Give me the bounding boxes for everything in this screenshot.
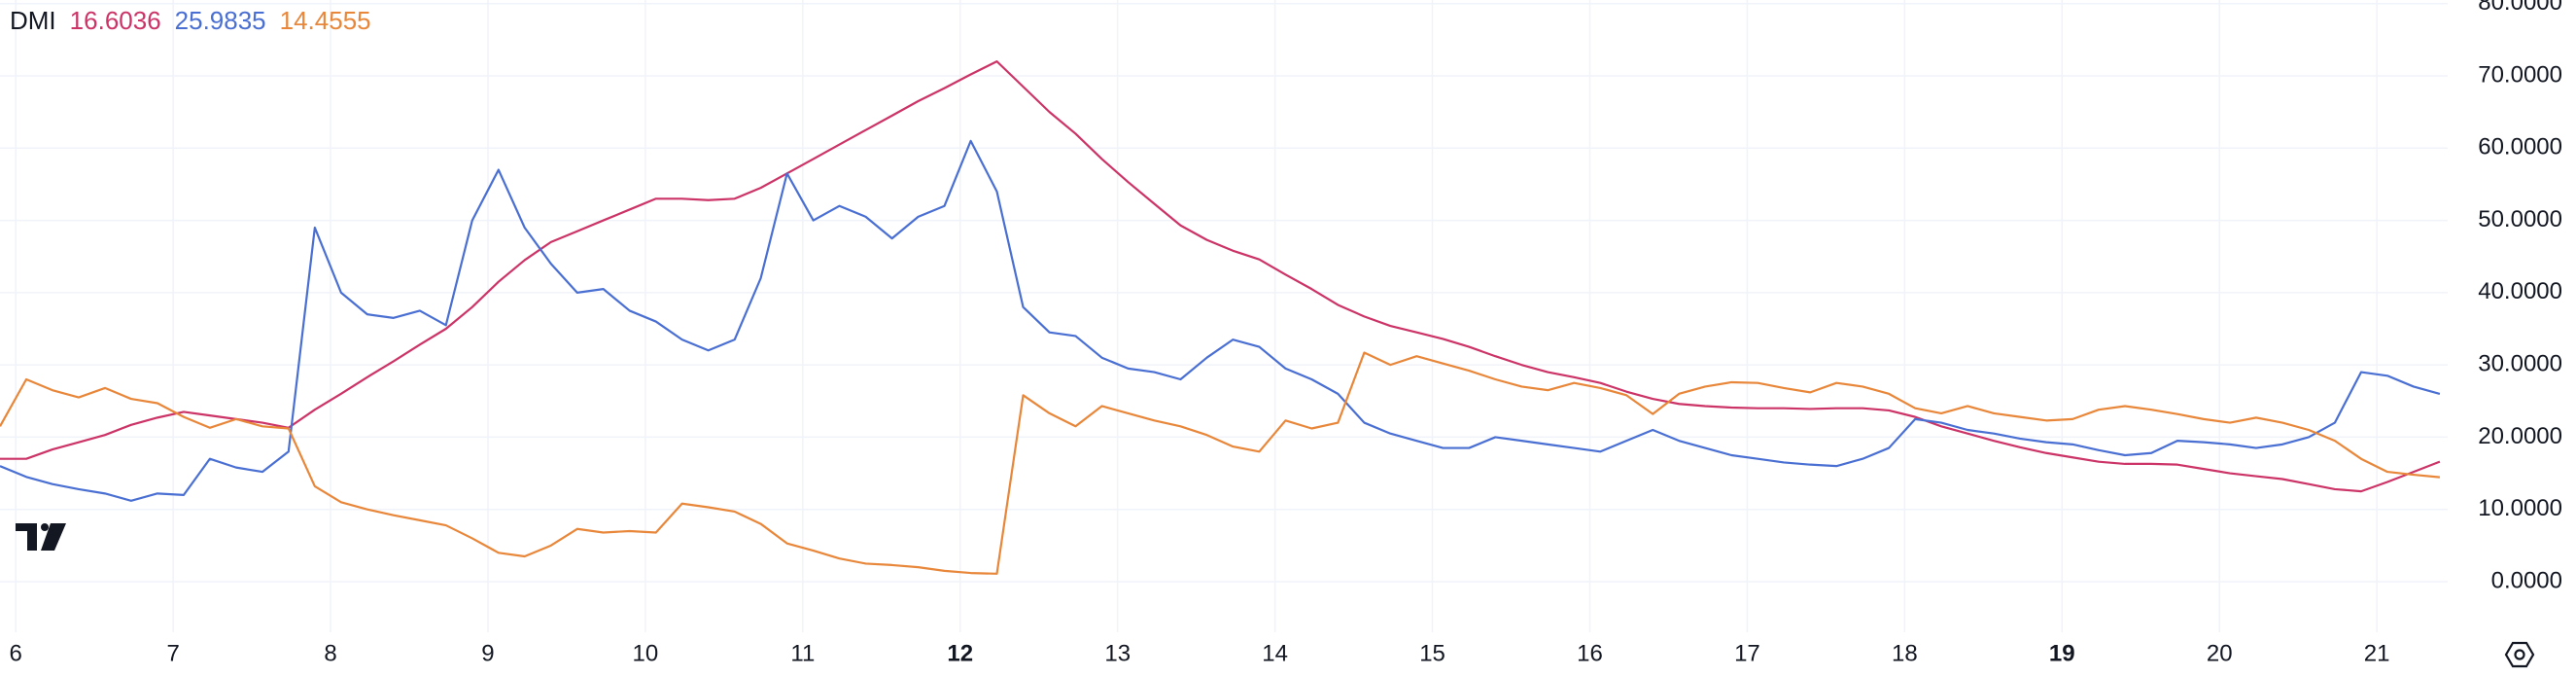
settings-icon[interactable] (2504, 641, 2535, 668)
y-tick-label: 70.0000 (2478, 61, 2562, 88)
x-tick-label: 18 (1892, 640, 1918, 666)
y-tick-label: 10.0000 (2478, 495, 2562, 521)
lines (0, 60, 2441, 575)
legend-value: 16.6036 (69, 6, 161, 35)
x-tick-label: 12 (947, 640, 973, 666)
x-tick-label: 19 (2049, 640, 2075, 666)
y-tick-label: 20.0000 (2478, 423, 2562, 449)
x-tick-label: 14 (1262, 640, 1288, 666)
x-tick-label: 21 (2364, 640, 2390, 666)
x-tick-label: 15 (1419, 640, 1445, 666)
tradingview-logo (16, 523, 66, 551)
x-tick-label: 13 (1104, 640, 1131, 666)
x-tick-label: 9 (481, 640, 494, 666)
y-tick-label: 80.0000 (2478, 0, 2562, 16)
axes: 0.0000 10.0000 20.0000 30.0000 40.0000 50.000… (10, 0, 2562, 666)
x-tick-label: 6 (10, 640, 22, 666)
x-tick-label: 7 (166, 640, 179, 666)
dmi-line (0, 351, 2441, 575)
x-tick-label: 20 (2207, 640, 2233, 666)
dmi-line (0, 139, 2441, 502)
y-tick-label: 30.0000 (2478, 350, 2562, 376)
y-tick-label: 0.0000 (2491, 567, 2562, 593)
legend-value: 25.9835 (174, 6, 266, 35)
x-tick-label: 11 (790, 640, 815, 666)
x-tick-label: 16 (1577, 640, 1603, 666)
legend-value: 14.4555 (279, 6, 371, 35)
x-tick-label: 17 (1734, 640, 1760, 666)
y-tick-label: 50.0000 (2478, 206, 2562, 232)
y-tick-label: 40.0000 (2478, 278, 2562, 304)
indicator-name: DMI (10, 6, 56, 35)
y-tick-label: 60.0000 (2478, 134, 2562, 160)
x-tick-label: 10 (633, 640, 659, 666)
dmi-line (0, 60, 2441, 493)
x-tick-label: 8 (324, 640, 336, 666)
legend: DMI 16.6036 25.9835 14.4555 (10, 6, 371, 36)
grid (0, 0, 2448, 632)
